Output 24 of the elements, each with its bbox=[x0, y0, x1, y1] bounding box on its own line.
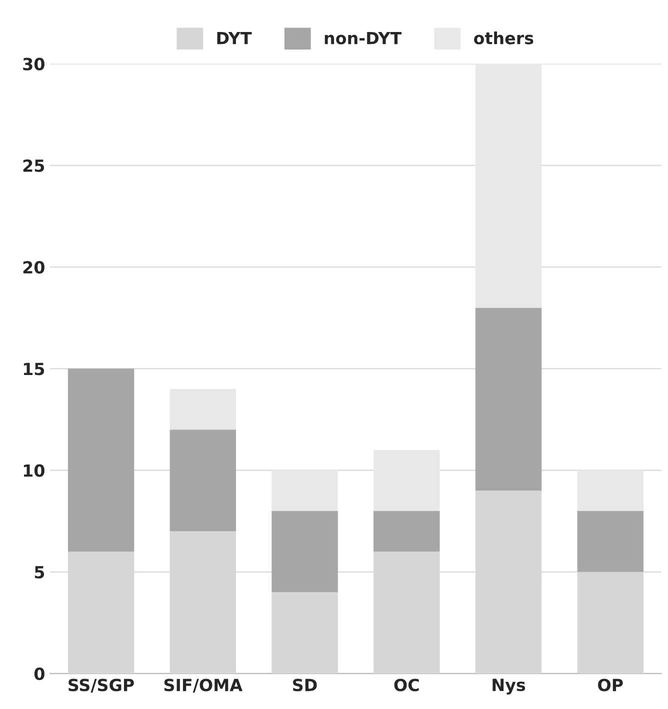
x-tick-label: OP bbox=[598, 678, 623, 692]
bar bbox=[475, 308, 542, 491]
legend-label: DYT bbox=[217, 32, 252, 44]
y-tick-label: 15 bbox=[24, 362, 44, 376]
legend-label: non-DYT bbox=[324, 32, 402, 44]
bar bbox=[68, 368, 134, 552]
x-tick-label: OC bbox=[394, 678, 419, 692]
bar bbox=[272, 510, 338, 592]
bar bbox=[374, 510, 440, 552]
x-tick-label: SD bbox=[293, 678, 317, 692]
y-tick-label: 30 bbox=[23, 58, 44, 70]
y-tick-label: 0 bbox=[34, 668, 44, 680]
legend-label: others bbox=[474, 31, 534, 44]
y-tick-label: 20 bbox=[23, 261, 44, 274]
x-tick-label: SIF/OMA bbox=[164, 678, 242, 693]
x-tick-label: Nys bbox=[492, 678, 526, 695]
bar bbox=[272, 592, 338, 674]
y-tick-label: 5 bbox=[34, 566, 44, 578]
x-tick-label: SS/SGP bbox=[68, 678, 134, 693]
bar bbox=[170, 430, 236, 532]
y-tick-label: 25 bbox=[23, 159, 44, 172]
bar bbox=[577, 510, 644, 572]
y-tick-label: 10 bbox=[24, 464, 44, 477]
bar bbox=[170, 389, 236, 430]
